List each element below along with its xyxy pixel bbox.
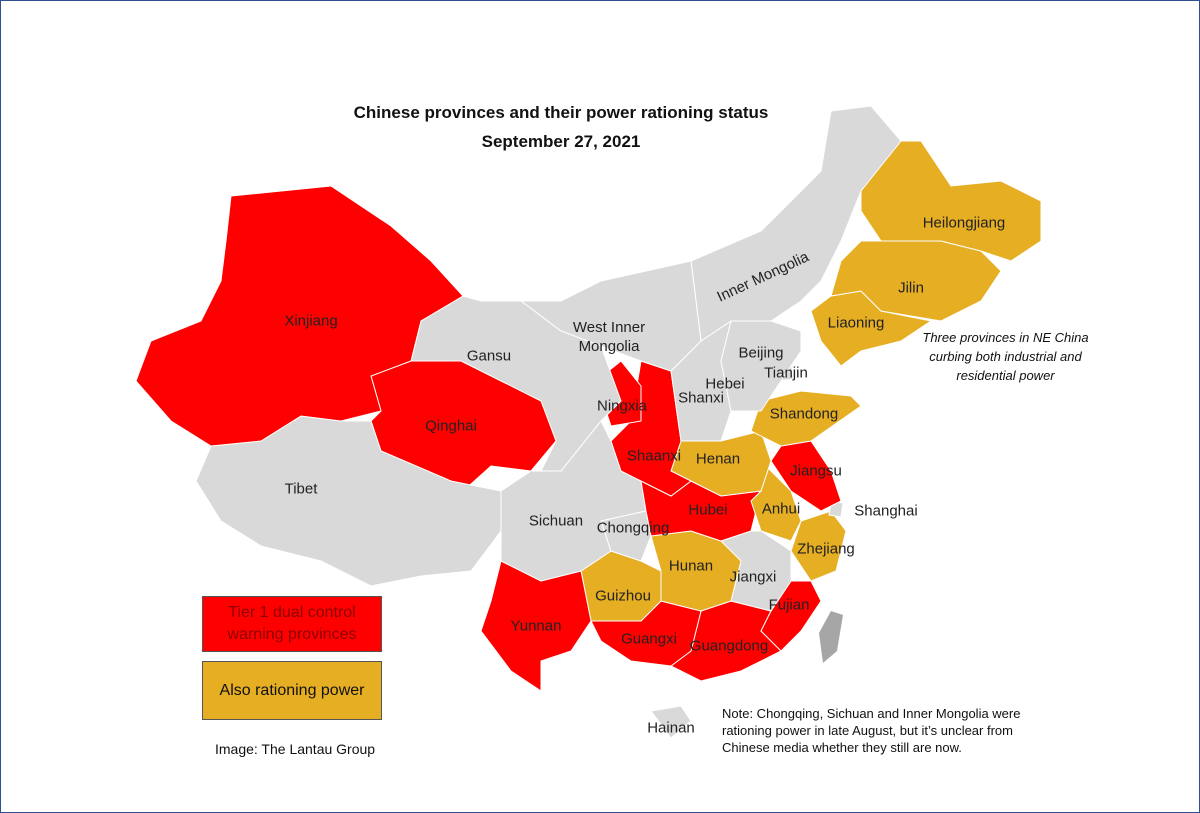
- province-label: Tibet: [284, 480, 318, 498]
- province-label: Chongqing: [596, 519, 670, 537]
- province-label: Liaoning: [827, 314, 885, 332]
- province-label: Jiangsu: [790, 462, 842, 480]
- province-label: Beijing: [738, 344, 784, 362]
- province-label: Jiangxi: [729, 568, 777, 586]
- province-shape: [135, 185, 464, 447]
- title: Chinese provinces and their power ration…: [353, 103, 769, 122]
- province-label: Heilongjiang: [922, 214, 1006, 232]
- province-label: Guizhou: [595, 587, 651, 605]
- province-label: Shanghai: [854, 502, 918, 520]
- province-shape: [770, 440, 842, 512]
- province-label: Yunnan: [510, 617, 562, 635]
- province-label: Henan: [695, 450, 741, 468]
- province-label: Guangxi: [621, 630, 677, 648]
- province-shape: [650, 705, 692, 739]
- legend-item: Tier 1 dual control warning provinces: [202, 596, 382, 652]
- province-label: Hubei: [688, 501, 728, 519]
- province-label: Shaanxi: [626, 447, 682, 465]
- credit: Image: The Lantau Group: [215, 741, 376, 757]
- province-shape: [760, 580, 822, 652]
- province-label: Xinjiang: [284, 312, 338, 330]
- province-label: Sichuan: [528, 512, 584, 530]
- province-shape: [690, 105, 902, 342]
- province-label: Hainan: [647, 719, 695, 737]
- province-label: Ningxia: [596, 397, 648, 415]
- subtitle: September 27, 2021: [481, 132, 641, 151]
- province-label: Hebei: [705, 375, 745, 393]
- province-label: Tianjin: [764, 364, 808, 382]
- province-label: Guangdong: [689, 637, 769, 655]
- province-label: Anhui: [761, 500, 801, 518]
- taiwan-shape: [819, 611, 843, 663]
- province-shape: [750, 390, 862, 447]
- province-label: Jilin: [898, 279, 924, 297]
- note: Note: Chongqing, Sichuan and Inner Mongo…: [722, 706, 1021, 755]
- province-label: Shanxi: [678, 389, 724, 407]
- province-label: Fujian: [768, 596, 810, 614]
- province-label: West Inner Mongolia: [572, 319, 646, 355]
- annotation: Three provinces in NE China curbing both…: [922, 330, 1089, 383]
- legend-item: Also rationing power: [202, 661, 382, 720]
- province-label: Zhejiang: [797, 540, 855, 558]
- province-label: Hunan: [668, 557, 714, 575]
- province-label: Qinghai: [425, 417, 477, 435]
- province-shape: [720, 320, 802, 412]
- province-label: Shandong: [769, 405, 839, 423]
- province-label: Gansu: [466, 347, 512, 365]
- province-shape: [600, 510, 652, 562]
